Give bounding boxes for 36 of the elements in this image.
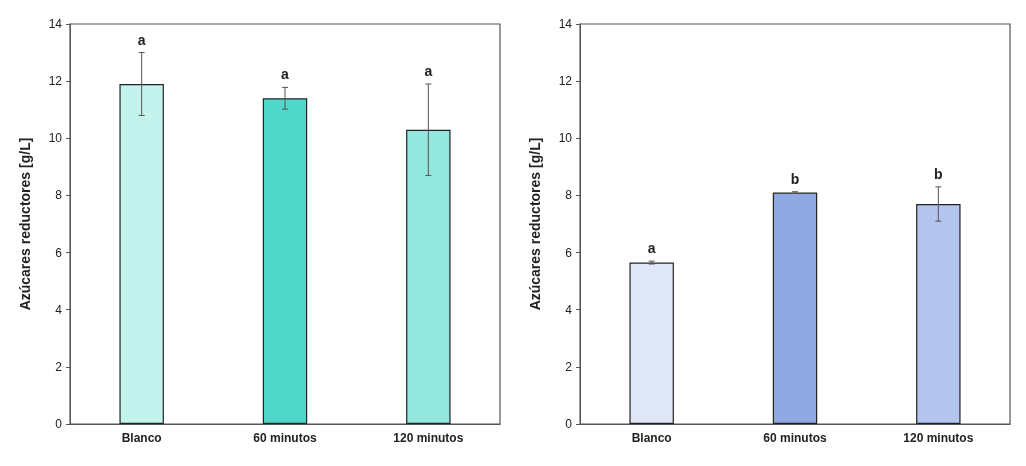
annotation: a: [647, 240, 656, 257]
y-tick-label: 0: [565, 417, 573, 431]
annotation: a: [281, 66, 290, 83]
x-tick-label: 120 minutos: [393, 431, 464, 445]
y-tick-label: 8: [565, 188, 573, 203]
annotation: a: [424, 63, 433, 79]
y-tick-label: 4: [565, 302, 573, 317]
x-tick-label: Blanco: [631, 431, 672, 445]
y-tick-label: 12: [48, 74, 63, 89]
x-tick-label: 120 minutos: [903, 431, 974, 445]
y-tick-label: 14: [48, 17, 63, 31]
x-tick-label: 60 minutos: [253, 431, 317, 445]
y-tick-label: 2: [55, 359, 63, 374]
y-tick-label: 10: [558, 131, 573, 146]
annotation: a: [137, 31, 146, 48]
y-axis-title: Azúcares reductores [g/L]: [17, 137, 33, 311]
y-tick-label: 10: [48, 131, 63, 146]
bar: [629, 262, 674, 424]
bar: [262, 98, 308, 424]
y-tick-label: 4: [55, 302, 63, 317]
x-tick-label: 60 minutos: [763, 431, 827, 445]
x-tick-label: Blanco: [121, 431, 162, 445]
bar: [916, 204, 961, 424]
y-tick-label: 14: [558, 17, 573, 31]
bar: [119, 84, 164, 424]
y-tick-label: 6: [55, 245, 63, 260]
y-tick-label: 8: [55, 188, 63, 203]
y-tick-label: 2: [565, 359, 573, 374]
y-tick-label: 0: [55, 417, 63, 431]
y-axis-title: Azúcares reductores [g/L]: [527, 137, 543, 311]
bar: [772, 192, 818, 424]
bar: [406, 129, 451, 424]
y-tick-label: 6: [565, 245, 573, 260]
annotation: b: [790, 170, 800, 187]
y-tick-label: 12: [558, 74, 573, 89]
annotation: b: [934, 165, 943, 182]
